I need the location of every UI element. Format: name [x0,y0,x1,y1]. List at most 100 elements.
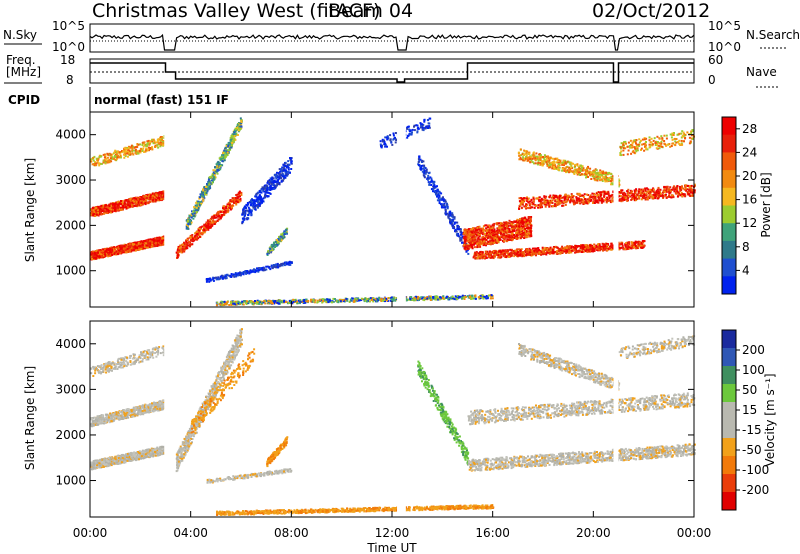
power-echo [432,188,435,191]
power-echo [146,246,149,249]
power-echo [435,185,438,188]
power-echo [244,206,247,209]
power-echo [523,219,526,222]
power-echo [449,219,452,222]
power-echo [153,245,156,248]
power-echo [416,131,419,134]
power-echo [428,117,431,120]
power-echo [477,236,480,239]
power-echo [103,156,106,159]
power-echo [113,205,116,208]
power-echo [122,250,125,252]
power-echo [105,250,108,253]
power-echo [213,174,216,177]
power-echo [160,198,163,201]
power-echo [279,237,282,240]
power-echo [505,240,508,243]
power-echo [270,188,273,191]
power-echo [492,234,494,237]
power-echo [114,203,117,206]
power-echo [99,155,102,158]
power-echo [459,238,462,241]
power-echo [231,135,234,138]
power-echo [151,146,154,149]
power-echo [123,243,126,246]
power-echo [273,241,275,244]
power-echo [488,228,491,231]
power-echo [158,196,160,199]
power-echo [510,225,513,228]
power-echo [196,204,198,207]
power-echo [530,235,533,238]
power-echo [110,208,113,211]
power-echo [136,247,139,249]
freq-left-tick-bottom: 8 [66,73,74,87]
power-echo [109,248,112,251]
power-echo [114,253,117,256]
power-echo [230,204,233,207]
power-echo [212,277,215,280]
power-echo [452,225,455,228]
power-echo [282,167,285,170]
power-echo [529,229,532,232]
power-echo [112,249,115,252]
power-echo [117,249,120,252]
power-echo [107,255,110,258]
power-echo [187,223,190,226]
power-echo [484,242,487,245]
power-echo [104,247,106,250]
power-echo [117,207,119,210]
power-echo [103,253,106,256]
power-echo [125,245,128,248]
power-echo [482,238,485,241]
power-echo [115,151,118,154]
power-echo [132,243,135,246]
power-echo [202,195,205,198]
power-echo [152,195,154,198]
power-echo [211,181,214,184]
power-echo [113,252,116,255]
power-echo [242,210,245,213]
power-echo [162,192,165,195]
power-echo [189,239,192,242]
power-echo [477,244,480,247]
power-echo [470,234,473,237]
power-echo [406,136,409,139]
power-echo [97,159,100,162]
power-echo [123,245,126,248]
power-echo [195,201,198,204]
power-echo [241,217,244,220]
power-echo [156,236,159,239]
power-echo [280,168,283,171]
power-echo [143,141,146,144]
power-echo [511,230,514,233]
power-echo [138,150,141,152]
power-echo [122,251,125,254]
power-echo [102,204,105,207]
power-echo [229,139,232,142]
power-echo [134,249,137,252]
power-echo [417,164,420,166]
power-echo [438,195,441,197]
power-echo [131,202,134,205]
power-echo [527,221,530,224]
power-echo [119,207,122,209]
power-echo [131,147,134,150]
power-echo [151,197,154,200]
power-echo [231,144,233,147]
power-echo [145,239,148,242]
power-echo [203,186,206,189]
power-echo [206,279,209,282]
noise-right-tick-top: 10^5 [708,19,741,33]
power-echo [274,185,277,188]
power-echo [230,273,233,275]
power-echo [107,207,110,209]
power-echo [156,240,159,243]
power-echo [394,132,397,134]
power-echo [109,209,112,212]
power-echo [136,248,139,251]
power-echo [529,223,532,225]
power-echo [93,212,96,215]
power-echo [198,231,201,234]
power-echo [95,213,98,216]
